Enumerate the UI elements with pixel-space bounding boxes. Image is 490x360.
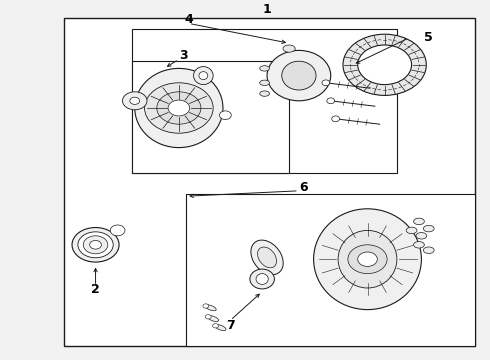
Ellipse shape [414,242,424,248]
Circle shape [327,98,335,104]
Ellipse shape [343,34,426,95]
Bar [186,194,475,346]
Circle shape [110,225,125,236]
Circle shape [90,240,101,249]
Text: 2: 2 [91,283,100,296]
Ellipse shape [256,274,269,284]
Ellipse shape [267,50,331,101]
Text: 7: 7 [226,319,235,332]
Ellipse shape [416,233,427,239]
Ellipse shape [260,66,270,71]
Bar [64,18,475,346]
Bar [132,61,289,173]
Ellipse shape [194,67,213,85]
Circle shape [358,252,377,266]
Circle shape [78,232,113,258]
Ellipse shape [282,61,316,90]
Text: 5: 5 [424,31,433,44]
Circle shape [168,100,190,116]
Circle shape [145,83,213,133]
Ellipse shape [260,91,270,96]
Ellipse shape [215,325,226,330]
Ellipse shape [251,240,283,275]
Circle shape [322,80,330,86]
Circle shape [157,92,201,124]
Ellipse shape [314,209,421,310]
Ellipse shape [250,269,274,289]
Ellipse shape [260,80,270,85]
Circle shape [72,228,119,262]
Ellipse shape [199,72,208,80]
Circle shape [122,92,147,110]
Text: 6: 6 [299,181,308,194]
Ellipse shape [423,225,434,232]
Circle shape [220,111,231,120]
Circle shape [332,116,340,122]
Ellipse shape [338,230,397,288]
Circle shape [83,236,108,254]
Circle shape [203,304,209,308]
Ellipse shape [283,45,295,52]
Ellipse shape [205,305,216,311]
Circle shape [130,97,140,104]
Ellipse shape [358,45,412,85]
Ellipse shape [406,227,417,234]
Ellipse shape [423,247,434,253]
Ellipse shape [135,68,223,148]
Text: 1: 1 [263,3,271,15]
Text: 4: 4 [184,13,193,26]
Ellipse shape [258,247,276,268]
Ellipse shape [208,316,219,321]
Bar [132,29,397,173]
Circle shape [205,315,211,319]
Ellipse shape [414,218,424,225]
Circle shape [213,324,219,328]
Circle shape [348,245,387,274]
Text: 3: 3 [179,49,188,62]
